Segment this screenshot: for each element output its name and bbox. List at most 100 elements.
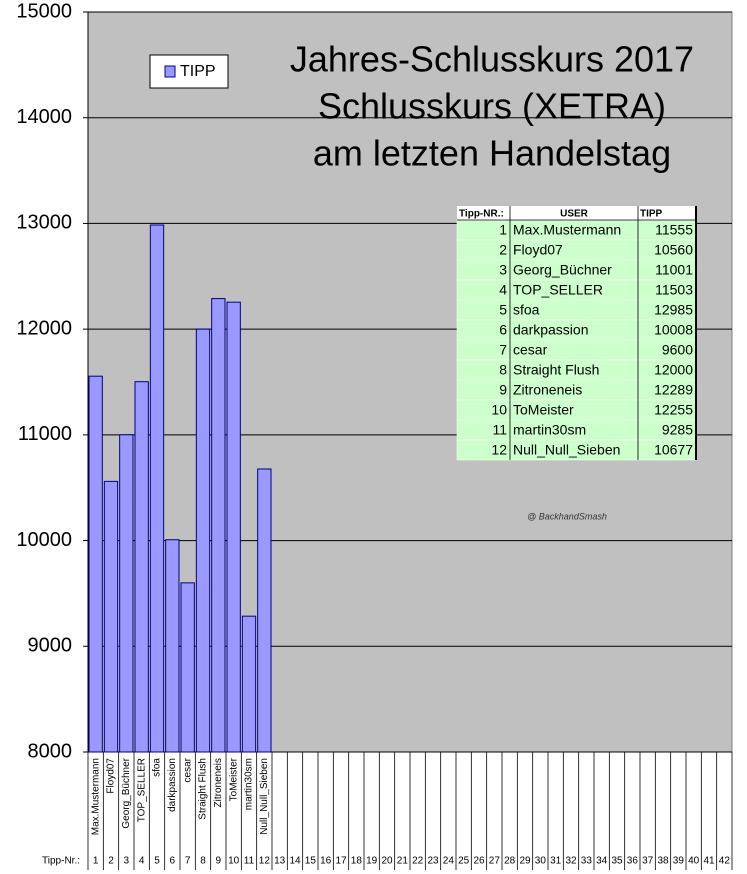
table-cell: 10 [491,402,507,418]
table-cell: Max.Mustermann [513,222,621,238]
category-number: 32 [565,856,577,867]
category-number: 20 [381,856,393,867]
category-number: 34 [596,856,608,867]
table-cell: 2 [499,242,507,258]
table-cell: 8 [499,362,507,378]
y-tick-label: 8000 [28,740,73,762]
table-header: TIPP [640,209,663,220]
table-cell: darkpassion [513,322,589,338]
table-cell: 6 [499,322,507,338]
category-number: 26 [473,856,485,867]
category-number: 25 [458,856,470,867]
x-tick-label: Floyd07 [106,758,117,794]
category-number: 28 [504,856,516,867]
y-tick-label: 12000 [16,317,72,339]
table-cell: sfoa [513,302,540,318]
chart-title: am letzten Handelstag [313,133,671,174]
chart-title: Schlusskurs (XETRA) [318,86,666,127]
legend-box [149,54,229,89]
category-number: 12 [259,856,271,867]
legend-swatch [164,65,176,78]
table-cell: 11001 [655,262,693,278]
category-number: 18 [351,856,363,867]
y-tick-label: 14000 [16,106,72,128]
table-cell: 12289 [654,382,693,398]
table-row-bg [456,339,697,361]
category-number: 9 [216,856,222,867]
x-tick-label: Max.Mustermann [90,758,101,835]
category-number: 14 [289,856,301,867]
bar [149,224,165,753]
table-cell: 5 [499,302,507,318]
category-number: 21 [397,856,409,867]
category-number: 38 [657,856,669,867]
y-tick-label: 9000 [28,635,73,657]
table-cell: 12 [491,442,507,458]
bar [226,301,241,753]
table-header-bg [457,206,696,220]
category-number: 11 [244,856,255,867]
category-number: 27 [489,856,501,867]
table-cell: Zitroneneis [513,382,582,398]
category-number: 37 [642,856,654,867]
table-cell: 9285 [662,422,693,438]
table-cell: 12255 [654,402,693,418]
table-cell: 11555 [655,222,693,238]
category-number: 39 [673,856,685,867]
bar [211,298,226,753]
category-number: 3 [124,856,130,867]
table-cell: 11 [492,422,507,438]
category-number: 35 [611,856,623,867]
x-tick-label: Null_Null_Sieben [259,758,270,835]
x-tick-label: martin30sm [244,758,255,810]
category-number: 42 [719,856,731,867]
table-cell: 1 [499,222,507,238]
category-number: 19 [366,856,378,867]
x-tick-label: TOP_SELLER [136,758,147,822]
x-tick-label: cesar [182,757,193,782]
category-number: 23 [427,856,439,867]
category-number: 15 [305,856,317,867]
category-number: 16 [320,856,332,867]
table-header: USER [560,209,589,220]
category-number: 30 [535,856,547,867]
x-tick-label: ToMeister [228,757,239,801]
category-number: 2 [108,856,114,867]
table-cell: 12000 [654,362,693,378]
category-number: 10 [228,856,240,867]
table-cell: Georg_Büchner [513,262,612,278]
table-cell: ToMeister [513,402,574,418]
category-numbers-label: Tipp-Nr.: [42,856,80,867]
table-cell: 11503 [655,282,693,298]
bar [241,615,257,753]
category-number: 17 [335,856,347,867]
y-tick-label: 10000 [16,529,72,551]
bar [103,480,119,753]
category-number: 8 [200,856,206,867]
category-number: 6 [170,856,176,867]
table-cell: 9 [499,382,507,398]
table-cell: 9600 [662,342,693,358]
table-cell: Straight Flush [513,362,599,378]
bar [134,381,149,753]
y-tick-label: 15000 [16,0,72,22]
x-tick-label: darkpassion [167,758,178,812]
table-cell: 10008 [654,322,693,338]
x-tick-label: Georg_Büchner [121,757,132,828]
annotation: @ BackhandSmash [527,511,607,521]
chart-title: Jahres-Schlusskurs 2017 [290,39,694,80]
table-cell: 10677 [654,442,693,458]
table-cell: 4 [499,282,507,298]
table-cell: 7 [499,342,507,358]
category-number: 24 [443,856,455,867]
bar [257,468,272,753]
table-cell: TOP_SELLER [513,282,603,298]
category-number: 40 [688,856,700,867]
table-cell: 10560 [654,242,693,258]
table-cell: Floyd07 [513,242,563,258]
legend-label: TIPP [180,63,216,80]
x-tick-label: Straight Flush [198,758,209,820]
x-tick-label: sfoa [152,758,163,777]
table-cell: 3 [499,262,507,278]
